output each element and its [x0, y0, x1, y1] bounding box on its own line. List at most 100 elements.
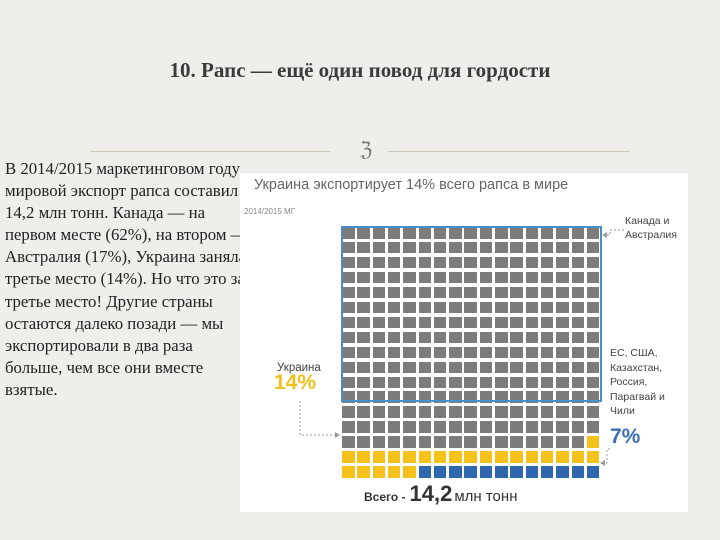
waffle-cell-ukraine: [403, 451, 416, 463]
waffle-cell-ukraine: [387, 451, 401, 463]
waffle-cell-canada-australia: [449, 331, 462, 344]
waffle-cell-canada-australia: [525, 361, 539, 374]
waffle-cell-canada-australia: [586, 301, 600, 314]
waffle-cell-canada-australia: [586, 361, 600, 374]
waffle-cell-canada-australia: [342, 271, 355, 284]
waffle-cell-canada-australia: [571, 436, 584, 448]
waffle-cell-canada-australia: [479, 286, 493, 299]
total-prefix: Всего -: [364, 490, 406, 504]
waffle-cell-canada-australia: [418, 241, 431, 254]
waffle-cell-canada-australia: [495, 227, 508, 239]
waffle-cell-canada-australia: [387, 421, 401, 433]
waffle-cell-canada-australia: [433, 361, 447, 374]
waffle-cell-canada-australia: [387, 286, 401, 299]
waffle-cell-ukraine: [525, 451, 539, 463]
waffle-cell-canada-australia: [418, 271, 431, 284]
waffle-cell-ukraine: [372, 466, 386, 478]
waffle-cell-canada-australia: [571, 391, 584, 403]
waffle-cell-canada-australia: [525, 421, 539, 433]
waffle-cell-canada-australia: [387, 436, 401, 448]
waffle-cell-ukraine: [464, 451, 477, 463]
waffle-cell-canada-australia: [525, 301, 539, 314]
waffle-cell-canada-australia: [372, 286, 386, 299]
waffle-cell-canada-australia: [525, 406, 539, 418]
waffle-cell-canada-australia: [464, 316, 477, 329]
waffle-cell-canada-australia: [540, 406, 554, 418]
waffle-cell-canada-australia: [571, 241, 584, 254]
waffle-cell-canada-australia: [495, 286, 508, 299]
waffle-cell-canada-australia: [403, 271, 416, 284]
waffle-cell-canada-australia: [387, 301, 401, 314]
waffle-cell-canada-australia: [372, 406, 386, 418]
waffle-cell-canada-australia: [342, 316, 355, 329]
others-arrow-icon: [600, 460, 605, 466]
waffle-cell-canada-australia: [372, 391, 386, 403]
waffle-cell-canada-australia: [571, 286, 584, 299]
waffle-cell-canada-australia: [540, 391, 554, 403]
waffle-cell-canada-australia: [403, 361, 416, 374]
waffle-cell-canada-australia: [556, 316, 569, 329]
waffle-cell-ukraine: [556, 451, 569, 463]
chart-title: Украина экспортирует 14% всего рапса в м…: [254, 177, 569, 193]
canada-australia-frame: [341, 226, 602, 402]
waffle-cell-canada-australia: [479, 301, 493, 314]
waffle-cell-canada-australia: [418, 436, 431, 448]
waffle-cell-canada-australia: [418, 227, 431, 239]
waffle-cell-canada-australia: [510, 421, 523, 433]
waffle-cell-others: [464, 466, 477, 478]
waffle-cell-canada-australia: [510, 361, 523, 374]
waffle-cell-canada-australia: [556, 406, 569, 418]
waffle-cell-canada-australia: [372, 256, 386, 269]
waffle-cell-canada-australia: [495, 436, 508, 448]
waffle-cell-canada-australia: [418, 361, 431, 374]
waffle-cell-canada-australia: [403, 376, 416, 388]
waffle-cell-canada-australia: [464, 436, 477, 448]
waffle-cell-canada-australia: [479, 346, 493, 359]
waffle-cell-others: [479, 466, 493, 478]
waffle-cell-canada-australia: [510, 241, 523, 254]
waffle-cell-canada-australia: [372, 346, 386, 359]
waffle-cell-canada-australia: [418, 346, 431, 359]
others-leader-line: [602, 448, 612, 464]
waffle-cell-canada-australia: [372, 361, 386, 374]
label-other-countries-percent: 7%: [610, 425, 641, 448]
waffle-cell-canada-australia: [586, 346, 600, 359]
waffle-cell-canada-australia: [571, 376, 584, 388]
waffle-cell-canada-australia: [387, 331, 401, 344]
waffle-cell-canada-australia: [464, 406, 477, 418]
waffle-cell-canada-australia: [403, 421, 416, 433]
waffle-cell-canada-australia: [418, 286, 431, 299]
waffle-cell-canada-australia: [479, 361, 493, 374]
waffle-cell-canada-australia: [433, 301, 447, 314]
waffle-cell-canada-australia: [387, 361, 401, 374]
waffle-cell-ukraine: [418, 451, 431, 463]
waffle-cell-canada-australia: [510, 227, 523, 239]
waffle-cell-canada-australia: [449, 361, 462, 374]
waffle-cell-canada-australia: [510, 391, 523, 403]
waffle-cell-canada-australia: [433, 436, 447, 448]
waffle-cell-canada-australia: [418, 256, 431, 269]
waffle-cell-others: [540, 466, 554, 478]
waffle-grid: [342, 227, 604, 482]
waffle-cell-canada-australia: [556, 286, 569, 299]
waffle-cell-others: [510, 466, 523, 478]
waffle-cell-canada-australia: [387, 316, 401, 329]
waffle-cell-canada-australia: [357, 361, 370, 374]
waffle-cell-canada-australia: [495, 406, 508, 418]
waffle-cell-canada-australia: [449, 421, 462, 433]
waffle-cell-canada-australia: [418, 331, 431, 344]
waffle-cell-canada-australia: [342, 301, 355, 314]
waffle-cell-canada-australia: [540, 436, 554, 448]
waffle-cell-canada-australia: [495, 316, 508, 329]
waffle-cell-canada-australia: [479, 421, 493, 433]
waffle-cell-canada-australia: [479, 241, 493, 254]
waffle-cell-canada-australia: [479, 406, 493, 418]
waffle-cell-canada-australia: [571, 361, 584, 374]
waffle-cell-canada-australia: [357, 286, 370, 299]
label-ukraine-percent: 14%: [274, 371, 317, 394]
waffle-cell-canada-australia: [556, 346, 569, 359]
waffle-cell-canada-australia: [510, 316, 523, 329]
waffle-cell-others: [556, 466, 569, 478]
waffle-cell-canada-australia: [464, 391, 477, 403]
waffle-cell-canada-australia: [418, 406, 431, 418]
